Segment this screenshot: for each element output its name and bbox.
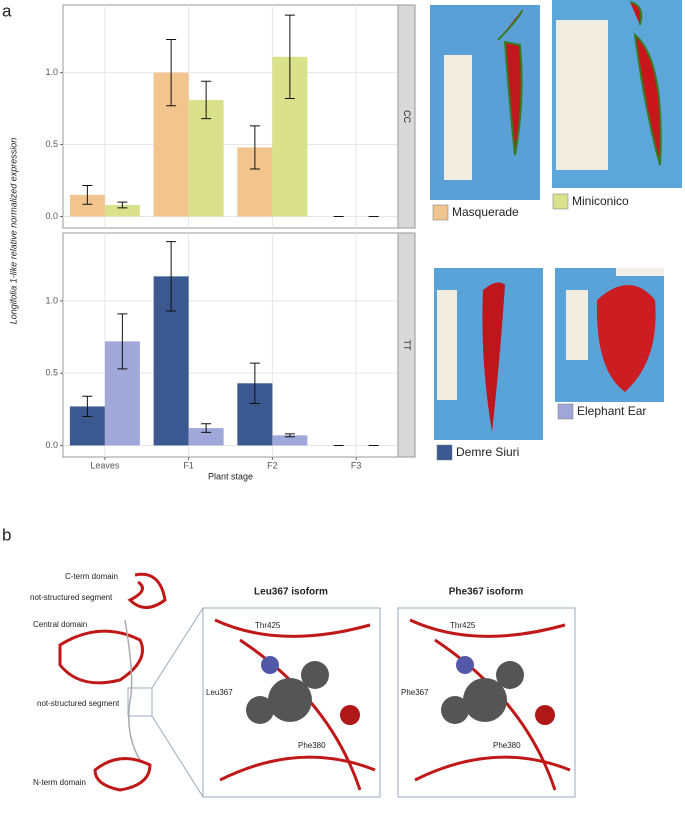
residue-label: Phe380 <box>298 741 326 750</box>
residue-label: Thr425 <box>450 621 476 630</box>
error-bar <box>117 201 128 209</box>
domain-label: not-structured segment <box>30 593 113 602</box>
y-axis-label: Longifolia 1-like relative normalized ex… <box>8 138 18 325</box>
domain-label: Central domain <box>33 620 87 629</box>
legend-swatch <box>557 403 574 420</box>
isoform-title: Phe367 isoform <box>449 587 524 598</box>
panel-background <box>62 4 399 229</box>
structure-drawings <box>58 572 576 798</box>
bar <box>188 428 224 446</box>
error-bar <box>166 241 177 312</box>
x-tick-label: Leaves <box>90 460 120 470</box>
domain-label: not-structured segment <box>37 699 120 708</box>
residue-label: Phe367 <box>401 688 429 697</box>
legend-label: Miniconico <box>572 194 629 208</box>
error-bar <box>284 433 295 438</box>
y-tick-label: 0.5 <box>45 368 58 378</box>
x-tick-label: F1 <box>183 460 194 470</box>
facet-strip <box>397 232 416 458</box>
x-tick-label: F2 <box>267 460 278 470</box>
y-tick-label: 0.5 <box>45 139 58 149</box>
error-bar <box>284 14 295 100</box>
error-bar <box>201 80 212 120</box>
legend-label: Elephant Ear <box>577 404 646 418</box>
error-bar <box>166 39 177 107</box>
facet-label: CC <box>402 110 412 123</box>
residue-label: Thr425 <box>255 621 281 630</box>
y-tick-label: 1.0 <box>45 295 58 305</box>
legend-swatch <box>432 204 449 221</box>
photos <box>430 0 682 440</box>
legend-swatch <box>436 444 453 461</box>
error-bar <box>201 423 212 433</box>
domain-label: C-term domain <box>65 572 118 581</box>
error-bar <box>249 362 260 405</box>
y-tick-label: 0.0 <box>45 440 58 450</box>
legend-label: Masquerade <box>452 205 519 219</box>
residue-label: Leu367 <box>206 688 233 697</box>
error-bar <box>249 125 260 170</box>
error-bar <box>82 185 93 205</box>
bar <box>188 99 224 217</box>
y-tick-label: 0.0 <box>45 211 58 221</box>
bar <box>104 204 140 217</box>
legend-label: Demre Siuri <box>456 445 519 459</box>
legend-swatch <box>552 193 569 210</box>
y-tick-label: 1.0 <box>45 67 58 77</box>
bar <box>272 435 308 446</box>
error-bar <box>82 395 93 418</box>
x-axis-label: Plant stage <box>208 471 253 481</box>
isoform-title: Leu367 isoform <box>254 587 328 598</box>
bar <box>69 194 105 217</box>
residue-label: Phe380 <box>493 741 521 750</box>
panel-label: b <box>2 525 11 544</box>
error-bar <box>117 313 128 370</box>
facet-label: TT <box>402 340 412 351</box>
facet-strip <box>397 4 416 229</box>
domain-label: N-term domain <box>33 778 86 787</box>
panel-label: a <box>2 1 12 20</box>
x-tick-label: F3 <box>351 460 362 470</box>
